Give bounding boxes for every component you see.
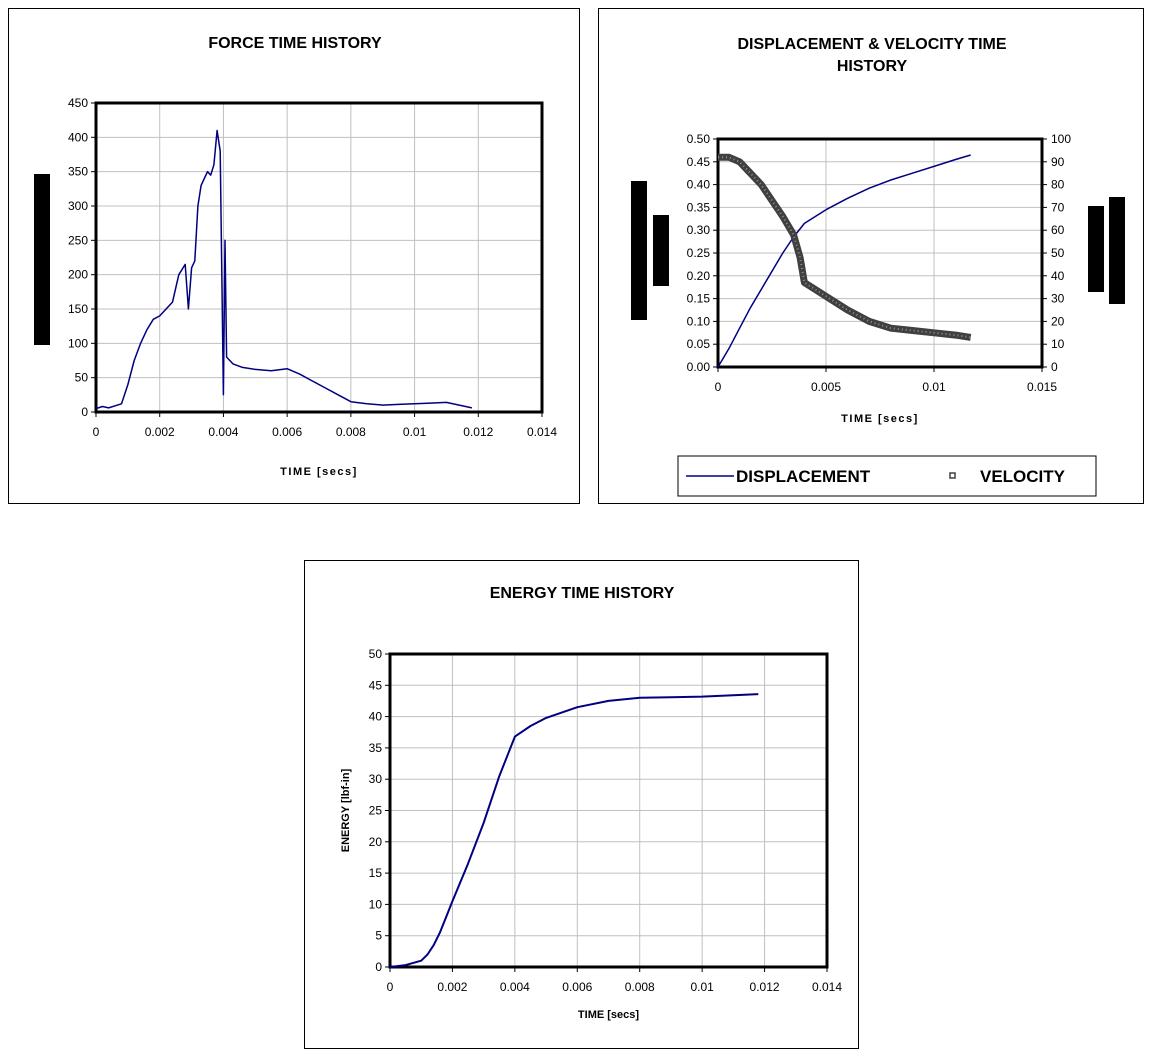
y-tick-label: 150	[68, 302, 88, 316]
y-tick-label: 450	[68, 96, 88, 110]
x-tick-label: 0.014	[527, 425, 557, 439]
chart-title: ENERGY TIME HISTORY	[490, 585, 675, 602]
y-right-tick-label: 10	[1051, 337, 1065, 351]
displacement-series-line	[717, 154, 971, 368]
y-tick-label: 0.25	[687, 246, 711, 260]
y-tick-label: 350	[68, 165, 88, 179]
displacement-velocity-chart: DISPLACEMENT & VELOCITY TIME HISTORY 0 0.00…	[631, 36, 1125, 497]
y-right-tick-label: 40	[1051, 269, 1065, 283]
legend-box	[677, 455, 1097, 497]
y-right-tick-label: 80	[1051, 178, 1065, 192]
y-tick-label: 5	[375, 929, 382, 943]
y-tick-label: 300	[68, 199, 88, 213]
chart-title: DISPLACEMENT & VELOCITY TIME HISTORY	[737, 36, 1006, 75]
x-tick-label: 0.012	[463, 425, 493, 439]
x-tick-label: 0.014	[812, 980, 842, 994]
y-tick-label: 20	[369, 835, 383, 849]
x-tick-label: 0	[93, 425, 100, 439]
x-tick-label: 0	[387, 980, 394, 994]
y-tick-label: 0.20	[687, 269, 711, 283]
y-tick-label: 200	[68, 268, 88, 282]
y-tick-label: 100	[68, 336, 88, 350]
y-right-tick-label: 70	[1051, 200, 1065, 214]
data-series-line	[389, 693, 759, 968]
y-tick-label: 0.50	[687, 132, 711, 146]
x-tick-label: 0.008	[336, 425, 366, 439]
redaction-bar	[631, 181, 647, 320]
y-tick-label: 30	[369, 772, 383, 786]
y-tick-label: 0	[375, 960, 382, 974]
chart-title: FORCE TIME HISTORY	[208, 35, 382, 52]
x-axis-label: TIME [secs]	[578, 1009, 639, 1021]
legend-velocity-marker	[949, 472, 956, 479]
redaction-bar	[1088, 206, 1104, 292]
y-tick-label: 25	[369, 804, 383, 818]
velocity-series-line	[718, 153, 972, 341]
energy-chart: ENERGY TIME HISTORY 0 0.002 0.004 0.006 0.008…	[340, 585, 842, 1021]
x-axis-label: TIME [secs]	[841, 413, 919, 425]
y-right-tick-label: 100	[1051, 132, 1071, 146]
y-tick-label: 0.40	[687, 178, 711, 192]
x-tick-label: 0.015	[1027, 380, 1057, 394]
y-tick-label: 50	[75, 371, 89, 385]
y-tick-label: 0.10	[687, 314, 711, 328]
y-tick-label: 40	[369, 710, 383, 724]
legend-velocity-label: VELOCITY	[980, 467, 1066, 486]
y-right-tick-label: 60	[1051, 223, 1065, 237]
y-right-tick-label: 50	[1051, 246, 1065, 260]
x-tick-label: 0.005	[811, 380, 841, 394]
displacement-velocity-chart-panel: DISPLACEMENT & VELOCITY TIME HISTORY 0 0.00…	[598, 8, 1144, 504]
y-axis-label: ENERGY [lbf-in]	[340, 768, 352, 852]
redaction-bar	[653, 215, 669, 286]
x-tick-label: 0.006	[272, 425, 302, 439]
y-tick-label: 400	[68, 130, 88, 144]
plot-frame	[94, 101, 544, 414]
x-tick-label: 0.01	[403, 425, 427, 439]
x-tick-label: 0.002	[145, 425, 175, 439]
x-tick-label: 0	[715, 380, 722, 394]
y-tick-label: 50	[369, 647, 383, 661]
y-tick-label: 0.05	[687, 337, 711, 351]
data-series-line	[95, 129, 473, 410]
redaction-bar	[34, 174, 50, 345]
y-right-tick-label: 90	[1051, 155, 1065, 169]
x-tick-label: 0.004	[208, 425, 238, 439]
force-chart: FORCE TIME HISTORY 0 0.002 0.004 0.006 0.008 0…	[34, 35, 557, 478]
y-tick-label: 45	[369, 678, 383, 692]
y-tick-label: 0	[81, 405, 88, 419]
x-tick-label: 0.008	[625, 980, 655, 994]
y-tick-label: 0.35	[687, 200, 711, 214]
x-axis-label: TIME [secs]	[280, 466, 358, 478]
y-tick-label: 0.15	[687, 292, 711, 306]
x-tick-label: 0.002	[437, 980, 467, 994]
x-tick-label: 0.006	[562, 980, 592, 994]
y-tick-label: 15	[369, 866, 383, 880]
y-right-tick-label: 20	[1051, 314, 1065, 328]
y-tick-label: 35	[369, 741, 383, 755]
y-right-tick-label: 30	[1051, 292, 1065, 306]
y-tick-label: 0.45	[687, 155, 711, 169]
redaction-bar	[1109, 197, 1125, 304]
force-chart-panel: FORCE TIME HISTORY 0 0.002 0.004 0.006 0.008 0…	[8, 8, 580, 504]
y-tick-label: 250	[68, 233, 88, 247]
x-tick-label: 0.004	[500, 980, 530, 994]
energy-chart-panel: ENERGY TIME HISTORY 0 0.002 0.004 0.006 0.008…	[304, 560, 859, 1049]
y-tick-label: 0.30	[687, 223, 711, 237]
x-tick-label: 0.01	[922, 380, 946, 394]
y-tick-label: 0.00	[687, 360, 711, 374]
x-tick-label: 0.012	[750, 980, 780, 994]
y-tick-label: 10	[369, 897, 383, 911]
y-right-tick-label: 0	[1051, 360, 1058, 374]
legend-displacement-label: DISPLACEMENT	[736, 467, 871, 486]
x-tick-label: 0.01	[690, 980, 714, 994]
